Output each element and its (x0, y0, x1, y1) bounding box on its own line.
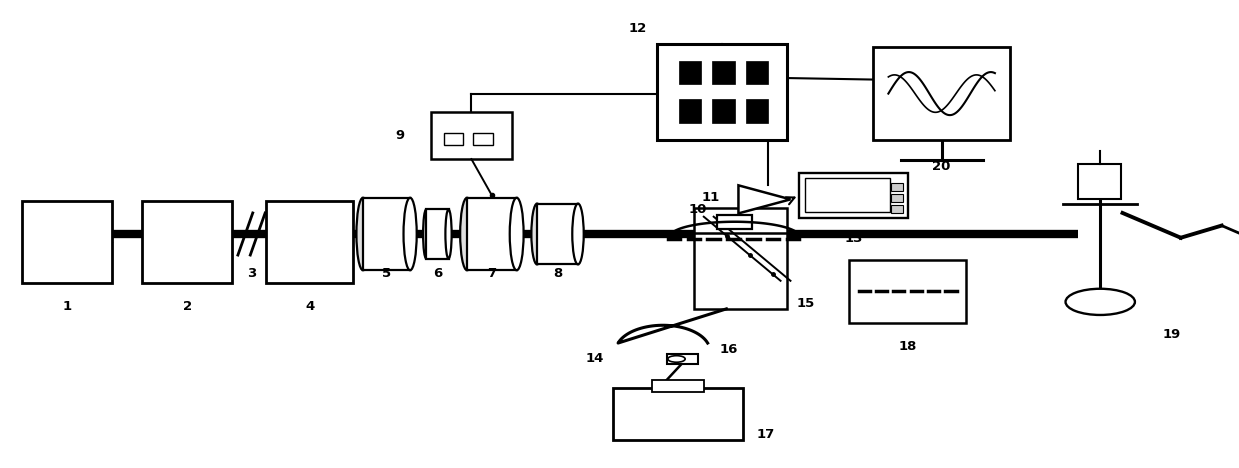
Bar (1078, 164, 1121, 199)
Text: 14: 14 (586, 351, 603, 365)
Text: 2: 2 (182, 300, 192, 313)
Bar (717, 215, 752, 229)
Text: 13: 13 (845, 232, 862, 245)
Text: 4: 4 (305, 300, 315, 313)
Circle shape (668, 356, 685, 362)
Text: 5: 5 (382, 267, 392, 280)
Bar (536, 204, 577, 264)
Text: 12: 12 (629, 22, 647, 35)
Bar (712, 61, 735, 84)
Ellipse shape (532, 204, 543, 264)
Polygon shape (738, 185, 790, 213)
Bar (266, 201, 353, 283)
Bar (657, 44, 787, 140)
Text: 19: 19 (1163, 328, 1181, 341)
Bar (444, 133, 463, 145)
Text: 9: 9 (395, 129, 405, 142)
Bar (613, 388, 743, 440)
Bar (431, 112, 512, 159)
Text: 11: 11 (703, 190, 720, 204)
Bar (891, 183, 903, 191)
Text: 17: 17 (757, 428, 774, 441)
Text: 20: 20 (933, 160, 950, 173)
Text: 8: 8 (553, 267, 563, 280)
Bar (694, 208, 787, 309)
Ellipse shape (404, 197, 416, 270)
Bar (746, 61, 768, 84)
Ellipse shape (422, 210, 430, 258)
Bar (712, 99, 735, 123)
Bar (667, 354, 698, 364)
Bar (746, 99, 768, 123)
Text: 6: 6 (432, 267, 442, 280)
Text: 10: 10 (689, 203, 706, 216)
Bar (473, 133, 493, 145)
Ellipse shape (572, 204, 584, 264)
Text: 7: 7 (487, 267, 497, 280)
Bar (891, 205, 903, 213)
Bar (799, 173, 908, 218)
Bar (679, 61, 701, 84)
Bar (679, 99, 701, 123)
Text: 18: 18 (898, 340, 917, 353)
Text: 1: 1 (62, 300, 72, 313)
Bar (426, 210, 449, 258)
Bar (467, 197, 517, 270)
Text: 3: 3 (247, 267, 256, 280)
Ellipse shape (509, 197, 524, 270)
Bar (363, 197, 410, 270)
Circle shape (1066, 289, 1135, 315)
Bar (22, 201, 112, 283)
Bar (849, 260, 966, 323)
Bar (873, 47, 1010, 140)
Ellipse shape (460, 197, 475, 270)
Text: 16: 16 (720, 343, 737, 356)
Text: 15: 15 (797, 297, 814, 310)
Ellipse shape (445, 210, 452, 258)
Bar (142, 201, 232, 283)
Bar (891, 194, 903, 202)
Bar (805, 178, 890, 212)
Bar (652, 380, 704, 392)
Ellipse shape (357, 197, 369, 270)
